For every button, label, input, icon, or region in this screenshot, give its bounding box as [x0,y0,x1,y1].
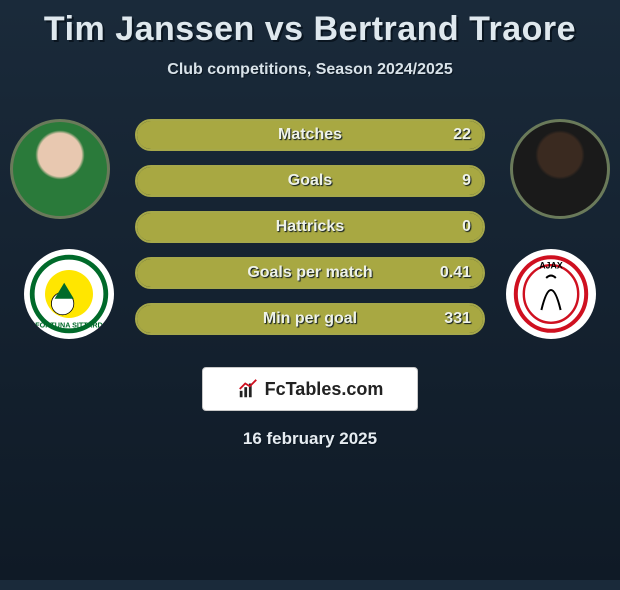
svg-text:FORTUNA SITTARD: FORTUNA SITTARD [35,321,102,330]
ajax-icon: AJAX [511,254,591,334]
page-title: Tim Janssen vs Bertrand Traore [0,10,620,49]
date-label: 16 february 2025 [0,429,620,449]
stat-value: 22 [453,121,471,149]
stat-bar: Goals 9 [135,165,485,197]
stat-value: 0.41 [440,259,471,287]
player-right-avatar [510,119,610,219]
stat-bar: Hattricks 0 [135,211,485,243]
stat-label: Goals [137,167,483,195]
stat-label: Hattricks [137,213,483,241]
stat-value: 0 [462,213,471,241]
subtitle: Club competitions, Season 2024/2025 [0,61,620,79]
fortuna-sittard-icon: FORTUNA SITTARD [29,254,109,334]
brand-box[interactable]: FcTables.com [202,367,418,411]
club-left-badge: FORTUNA SITTARD [24,249,114,339]
stat-label: Matches [137,121,483,149]
stat-label: Goals per match [137,259,483,287]
club-right-badge: AJAX [506,249,596,339]
stat-bar: Goals per match 0.41 [135,257,485,289]
player-left-avatar [10,119,110,219]
stat-value: 331 [444,305,471,333]
stat-bar: Min per goal 331 [135,303,485,335]
brand-label: FcTables.com [265,379,384,400]
chart-icon [237,378,259,400]
svg-text:AJAX: AJAX [539,260,563,270]
comparison-panel: FORTUNA SITTARD AJAX Matches 22 Goals 9 … [0,109,620,349]
stat-label: Min per goal [137,305,483,333]
stat-value: 9 [462,167,471,195]
stat-bars: Matches 22 Goals 9 Hattricks 0 Goals per… [135,119,485,335]
stat-bar: Matches 22 [135,119,485,151]
